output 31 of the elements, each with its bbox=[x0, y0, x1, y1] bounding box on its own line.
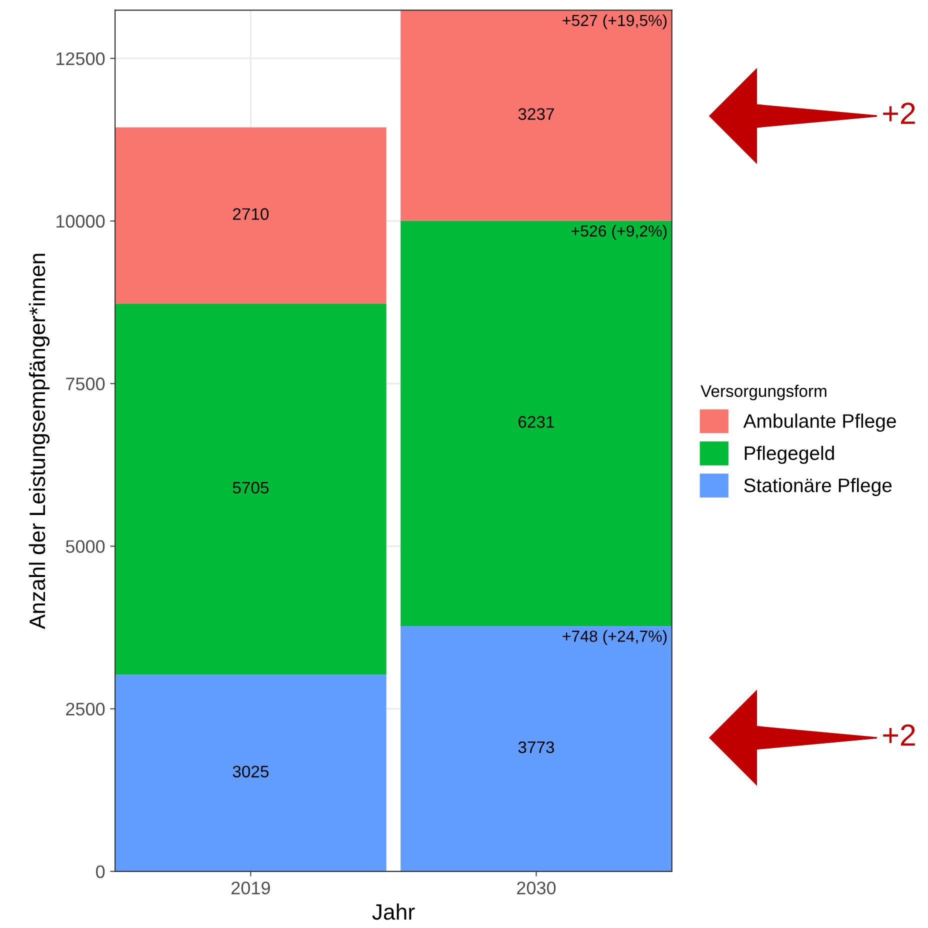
y-tick-label: 7500 bbox=[66, 378, 105, 390]
bar bbox=[400, 626, 672, 872]
annotation: +526 (+9,2%) bbox=[572, 224, 667, 240]
data-label: 5705 bbox=[232, 482, 269, 494]
y-tick-label: 10000 bbox=[56, 214, 105, 228]
y-tick-label: 2500 bbox=[66, 702, 105, 716]
y-tick-label: 12500 bbox=[56, 52, 105, 66]
x-tick-label: 2030 bbox=[517, 882, 556, 894]
data-label: 3025 bbox=[232, 766, 269, 778]
text: +2 bbox=[883, 102, 915, 124]
legend-title: Versorgungsform bbox=[700, 384, 826, 400]
bar bbox=[115, 127, 386, 304]
legend-label: Pflegegeld bbox=[744, 446, 834, 464]
bar bbox=[400, 220, 672, 626]
data-label: 2710 bbox=[233, 208, 269, 220]
y-tick-label: 0 bbox=[96, 865, 105, 878]
data-label: 3237 bbox=[518, 108, 554, 120]
data-label: 3773 bbox=[518, 741, 554, 754]
data-label: 6231 bbox=[518, 416, 554, 428]
annotation: +748 (+24,7%) bbox=[562, 630, 667, 646]
bar bbox=[400, 10, 672, 221]
text: +2 bbox=[883, 724, 915, 746]
y-axis-title: Anzahl der Leistungsempfänger*innen bbox=[28, 254, 50, 630]
x-tick-label: 2019 bbox=[232, 882, 270, 894]
x-axis-title: Jahr bbox=[372, 904, 415, 920]
legend-label: Stationäre Pflege bbox=[744, 478, 892, 496]
bar bbox=[115, 304, 386, 675]
bar bbox=[115, 674, 386, 872]
y-tick-label: 5000 bbox=[66, 540, 105, 553]
legend-label: Ambulante Pflege bbox=[743, 414, 896, 432]
annotation: +527 (+19,5%) bbox=[562, 14, 667, 30]
